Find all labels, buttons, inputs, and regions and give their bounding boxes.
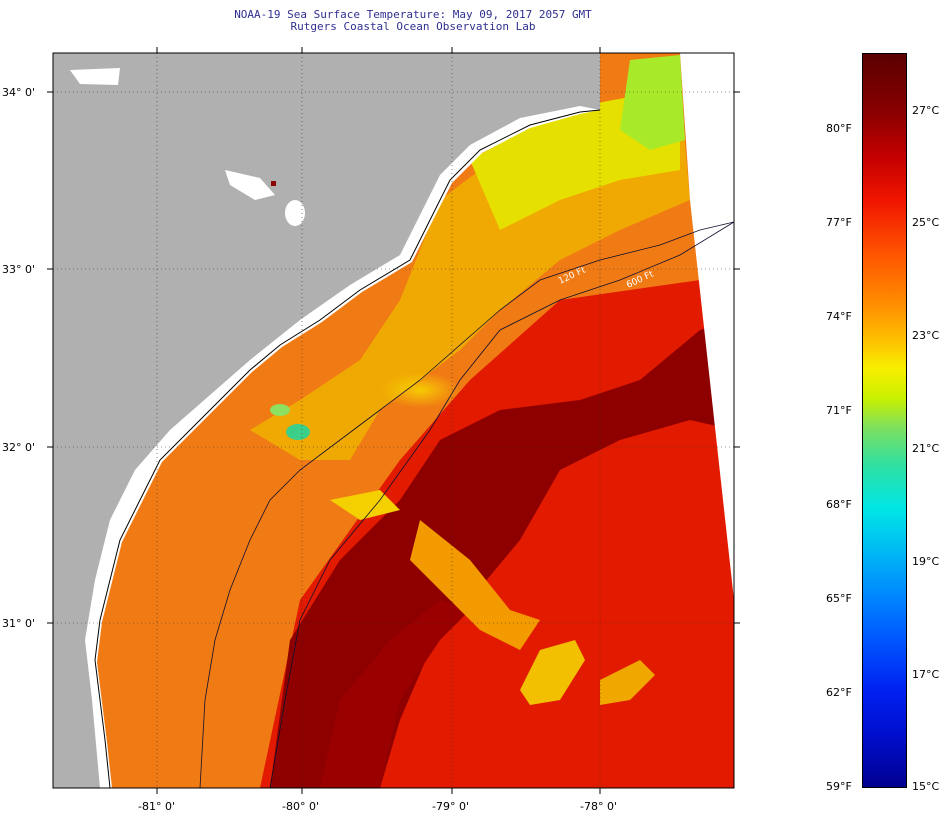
colorbar-label-f: 59°F [826, 780, 852, 793]
warm-filament-4 [330, 490, 400, 520]
lon-label: -78° 0' [580, 800, 617, 813]
hot-pixel [271, 181, 276, 186]
lat-label: 34° 0' [2, 86, 36, 99]
colorbar-label-f: 71°F [826, 404, 852, 417]
lon-label: -79° 0' [432, 800, 469, 813]
lat-label: 31° 0' [2, 617, 36, 630]
colorbar-label-f: 68°F [826, 498, 852, 511]
lon-label: -80° 0' [282, 800, 319, 813]
colorbar-label-c: 23°C [912, 329, 940, 342]
no-data-region [680, 53, 734, 600]
cool-spot-2 [270, 404, 290, 416]
map-subtitle: Rutgers Coastal Ocean Observation Lab [290, 20, 536, 33]
green-patch [620, 55, 685, 150]
colorbar-label-c: 21°C [912, 442, 940, 455]
colorbar-label-f: 74°F [826, 310, 852, 323]
temperature-colorbar [862, 53, 907, 788]
colorbar-label-f: 65°F [826, 592, 852, 605]
land-mass [53, 53, 600, 788]
axis-ticks [47, 47, 740, 794]
colorbar-label-c: 25°C [912, 216, 940, 229]
isobath-120ft [199, 221, 735, 789]
map-title: NOAA-19 Sea Surface Temperature: May 09,… [234, 8, 592, 21]
colorbar-label-c: 17°C [912, 668, 940, 681]
colorbar-label-c: 15°C [912, 780, 940, 793]
warm-filament-3 [600, 660, 655, 705]
cloud-speck-3 [285, 200, 305, 226]
lon-label: -81° 0' [138, 800, 175, 813]
colorbar-label-c: 27°C [912, 104, 940, 117]
warm-filament [410, 520, 540, 650]
coastline [94, 109, 601, 789]
lat-label: 32° 0' [2, 441, 36, 454]
yellow-patch [380, 372, 460, 408]
colorbar-label-f: 80°F [826, 122, 852, 135]
isobath-600ft [269, 221, 735, 789]
cloud-speck-2 [225, 170, 275, 200]
gulf-stream-core-2 [320, 600, 470, 788]
colorbar-label-f: 77°F [826, 216, 852, 229]
colorbar-label-c: 19°C [912, 555, 940, 568]
graticule [53, 53, 734, 788]
lat-label: 33° 0' [2, 263, 36, 276]
cool-spot [286, 424, 310, 440]
warm-filament-2 [520, 640, 585, 705]
cloud-speck [70, 68, 120, 85]
plot-frame [52, 52, 735, 789]
colorbar-label-f: 62°F [826, 686, 852, 699]
